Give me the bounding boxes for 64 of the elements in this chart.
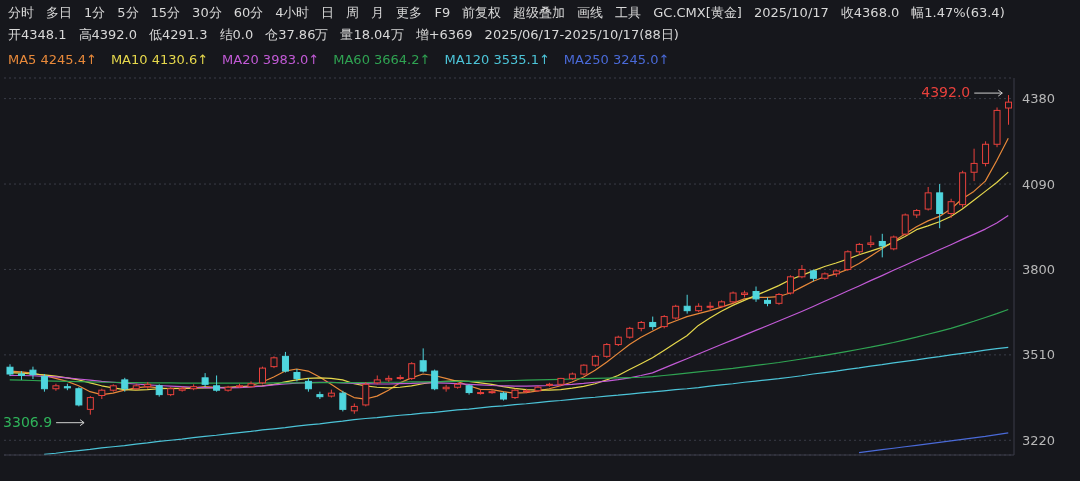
text: 结0.0 — [219, 26, 254, 44]
candlestick — [982, 140, 990, 167]
text: 收4368.0 — [840, 4, 900, 22]
text: F9 — [434, 4, 451, 22]
candlestick — [936, 183, 944, 229]
candlestick — [339, 390, 347, 412]
text: MA20 3983.0↑ — [222, 51, 320, 69]
text: 2025/10/17 — [753, 4, 829, 22]
text: 超级叠加 — [513, 4, 566, 22]
candlestick — [442, 384, 450, 393]
text: 1分 — [84, 4, 106, 22]
candlestick — [901, 212, 909, 237]
text: 增+6369 — [415, 26, 473, 44]
text: 5分 — [117, 4, 139, 22]
text: 60分 — [233, 4, 264, 22]
candlestick — [362, 381, 370, 407]
text: MA60 3664.2↑ — [333, 51, 431, 69]
text: MA5 4245.4↑ — [8, 51, 97, 69]
y-tick-label: 4090 — [1022, 176, 1056, 192]
text: MA120 3535.1↑ — [444, 51, 550, 69]
text: 月 — [371, 4, 385, 22]
annotation: 4392.0 — [921, 84, 971, 101]
text: 工具 — [615, 4, 642, 22]
candlestick — [683, 294, 691, 315]
text: 画线 — [577, 4, 604, 22]
candlestick — [488, 388, 496, 395]
y-tick-label: 3220 — [1022, 432, 1056, 448]
candlestick — [1005, 94, 1013, 126]
candlestick — [706, 301, 714, 312]
candlestick — [419, 347, 427, 374]
line-series — [9, 214, 1009, 389]
candlestick — [316, 391, 324, 400]
y-tick-label: 4380 — [1022, 91, 1056, 107]
text: 30分 — [192, 4, 222, 22]
text: 前复权 — [462, 4, 502, 22]
candlestick — [281, 351, 289, 374]
text: 日 — [321, 4, 335, 22]
text: GC.CMX[黄金] — [653, 4, 742, 22]
candlestick — [947, 198, 955, 219]
candlestick — [29, 366, 37, 380]
text: 分时 — [8, 4, 34, 22]
text: 15分 — [150, 4, 181, 22]
y-tick-label: 3800 — [1022, 262, 1056, 278]
candlestick — [878, 233, 886, 258]
text: 更多 — [396, 4, 423, 22]
text: 开4348.1 — [8, 26, 67, 44]
text: 周 — [346, 4, 360, 22]
candlestick — [844, 249, 852, 272]
text: 幅1.47%(63.4) — [911, 4, 1005, 22]
text: 量18.04万 — [340, 26, 404, 44]
y-tick-label: 3510 — [1022, 347, 1056, 363]
candlestick — [86, 395, 94, 416]
text: 高4392.0 — [78, 26, 137, 44]
text: 2025/06/17-2025/10/17(88日) — [484, 26, 679, 44]
line-series — [858, 432, 1009, 454]
text: MA250 3245.0↑ — [563, 51, 670, 69]
text: MA10 4130.6↑ — [110, 51, 209, 69]
annotation: 3306.9 — [3, 413, 53, 430]
text: 4小时 — [275, 4, 310, 22]
text: 仓37.86万 — [265, 26, 329, 44]
candlestick — [970, 148, 978, 182]
text: 多日 — [46, 4, 72, 22]
text: 低4291.3 — [149, 26, 208, 44]
candlestick — [924, 186, 932, 212]
